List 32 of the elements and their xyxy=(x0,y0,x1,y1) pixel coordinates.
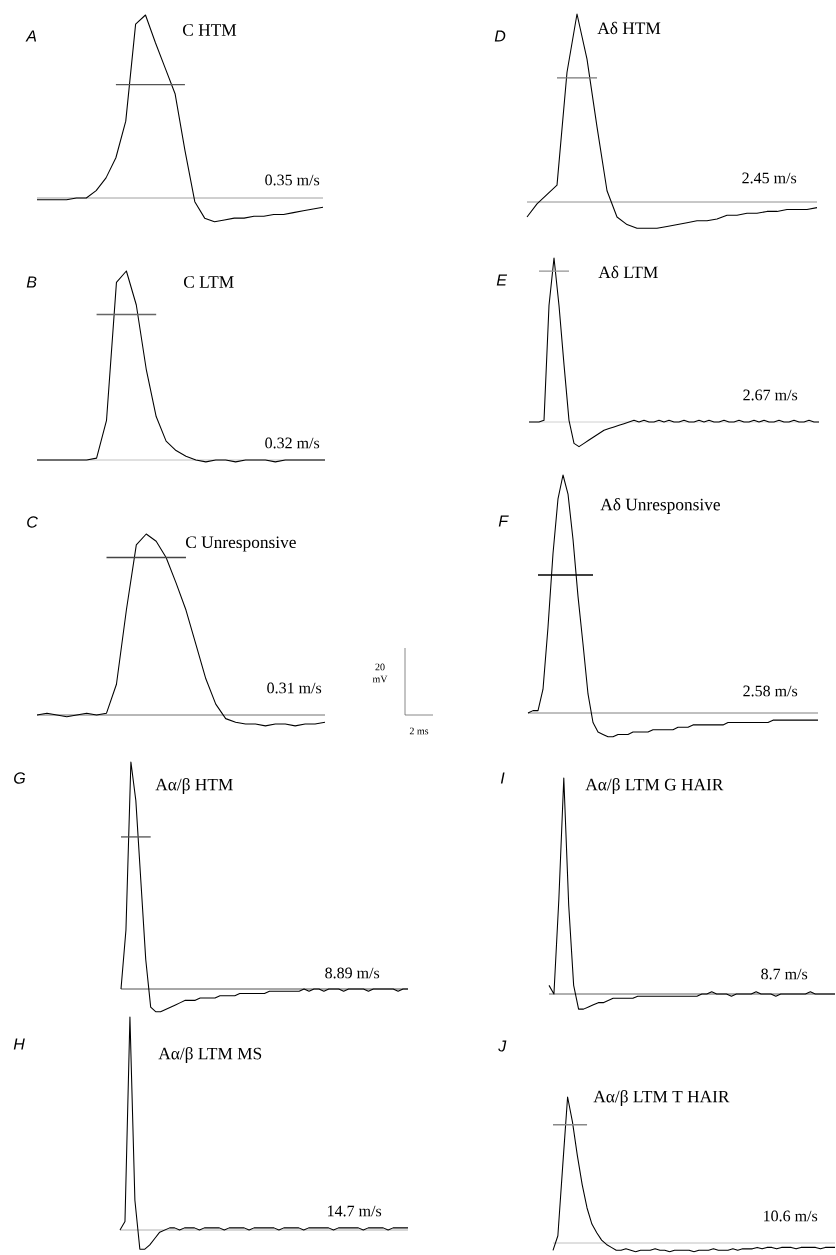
annotation: 0.35 m/s xyxy=(265,174,320,186)
chart-title: C Unresponsive xyxy=(185,536,296,552)
text: C xyxy=(27,516,38,528)
chart-title: C HTM xyxy=(182,24,237,36)
text: G xyxy=(14,772,26,784)
annotation: 0.32 m/s xyxy=(265,437,320,449)
text: D xyxy=(494,30,506,42)
annotation: 10.6 m/s xyxy=(764,1210,818,1222)
text: H xyxy=(13,1038,25,1050)
text: B xyxy=(26,276,37,288)
annotation: 8.89 m/s xyxy=(325,967,380,979)
annotation: 14.7 m/s xyxy=(328,1205,382,1217)
text: A xyxy=(25,30,37,42)
text: 2 ms xyxy=(409,727,429,735)
text: Aα/β HTM xyxy=(155,778,233,794)
chart-title: Aα/β LTM G HAIR xyxy=(585,778,724,794)
text: I xyxy=(500,772,505,784)
text: Aα/β LTM MS xyxy=(158,1047,262,1063)
text: J xyxy=(498,1040,507,1052)
annotation: 0.31 m/s xyxy=(267,682,322,694)
chart-title: Aδ LTM xyxy=(598,265,658,279)
annotation: 8.7 m/s xyxy=(761,968,808,980)
annotation: 2.58 m/s xyxy=(743,685,798,697)
chart-title: Aδ HTM xyxy=(597,21,661,35)
annotation: 2.45 m/s xyxy=(742,172,797,184)
annotation: 2.67 m/s xyxy=(743,389,798,401)
text: E xyxy=(496,274,508,286)
chart-title: Aα/β LTM T HAIR xyxy=(593,1090,730,1106)
chart-title: C LTM xyxy=(183,276,234,288)
text: F xyxy=(498,515,509,527)
text: 20 mV xyxy=(372,663,388,683)
text: Aδ Unresponsive xyxy=(600,498,720,514)
